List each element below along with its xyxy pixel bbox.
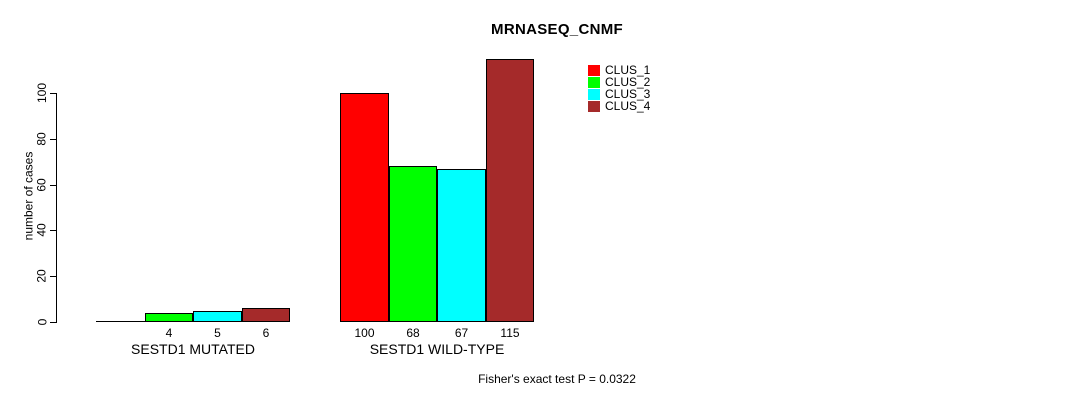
y-tick-label-text: 80 — [35, 132, 50, 146]
bar-clus_4 — [242, 308, 290, 322]
legend-swatch-clus_1 — [588, 64, 600, 76]
group-label: SESTD1 WILD-TYPE — [369, 341, 505, 357]
fisher-test-annotation: Fisher's exact test P = 0.0322 — [478, 372, 636, 386]
legend-label: CLUS_1 — [605, 63, 651, 77]
bar-value-label: 115 — [500, 326, 520, 340]
y-axis-title-text: number of cases — [21, 151, 35, 241]
y-tick-label-text: 60 — [35, 178, 50, 192]
legend-swatch-clus_3 — [588, 88, 600, 100]
y-tick-label-text: 40 — [35, 223, 50, 237]
bar-clus_4 — [486, 59, 534, 322]
bar-clus_1 — [340, 93, 389, 322]
legend-label: CLUS_2 — [605, 75, 651, 89]
legend-item: CLUS_4 — [588, 100, 650, 112]
bar-clus_3 — [437, 169, 486, 322]
legend-swatch-clus_2 — [588, 76, 600, 88]
group-label: SESTD1 MUTATED — [131, 341, 255, 357]
y-axis-tick — [50, 276, 57, 277]
bar-value-label: 5 — [214, 326, 221, 340]
y-axis-tick — [50, 230, 57, 231]
chart-title: MRNASEQ_CNMF — [491, 21, 623, 38]
y-axis-tick — [50, 139, 57, 140]
bar-clus_1-zero — [96, 321, 145, 322]
y-tick-label-text: 0 — [35, 318, 49, 326]
legend-item: CLUS_3 — [588, 88, 650, 100]
y-axis-line — [56, 93, 57, 323]
bar-clus_2 — [389, 166, 437, 322]
bar-clus_3 — [193, 311, 242, 322]
legend-swatch-clus_4 — [588, 100, 600, 112]
legend-label: CLUS_4 — [605, 99, 651, 113]
legend-item: CLUS_2 — [588, 76, 650, 88]
bar-value-label: 68 — [406, 326, 420, 340]
legend-label: CLUS_3 — [605, 87, 651, 101]
legend-item: CLUS_1 — [588, 64, 650, 76]
bar-value-label: 4 — [165, 326, 173, 340]
y-axis-tick — [50, 185, 57, 186]
bar-value-label: 67 — [454, 326, 469, 340]
bar-clus_2 — [145, 313, 193, 322]
y-tick-label-text: 20 — [35, 269, 50, 283]
bar-value-label: 100 — [354, 326, 375, 340]
bar-value-label: 6 — [262, 326, 270, 340]
y-axis-tick — [50, 93, 57, 94]
y-tick-label-text: 100 — [35, 82, 49, 104]
y-axis-tick — [50, 322, 57, 323]
